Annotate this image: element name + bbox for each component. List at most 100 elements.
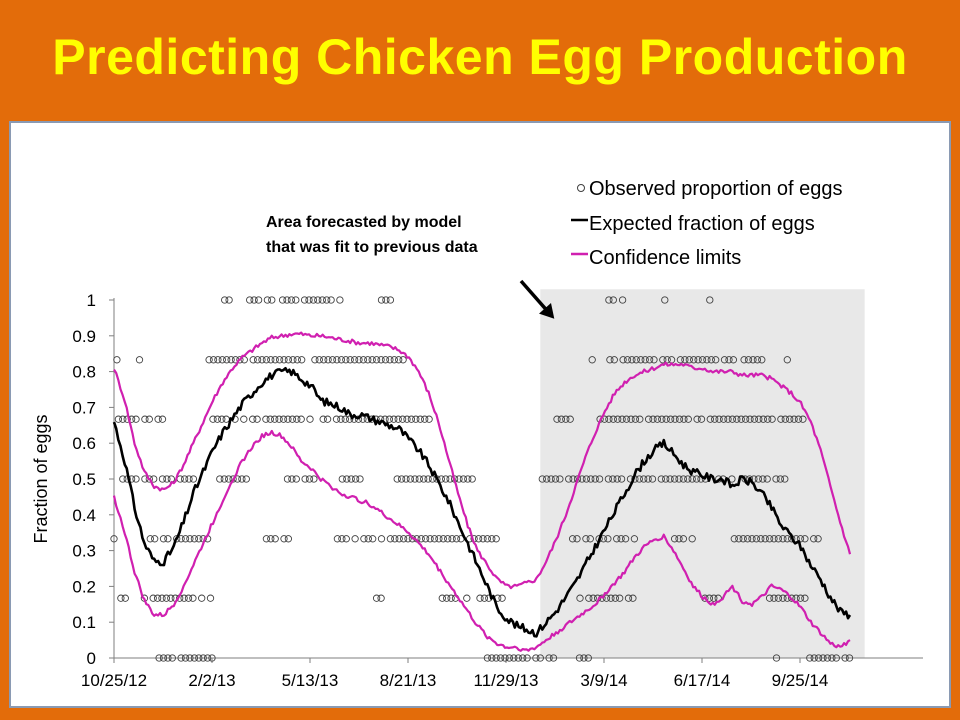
observed-point bbox=[275, 415, 283, 423]
observed-point bbox=[158, 415, 167, 423]
observed-point bbox=[604, 535, 612, 543]
observed-point bbox=[519, 654, 527, 662]
observed-point bbox=[841, 654, 849, 662]
observed-point bbox=[759, 415, 767, 423]
observed-point bbox=[463, 594, 471, 602]
observed-point bbox=[347, 475, 355, 483]
observed-point bbox=[832, 654, 840, 662]
observed-point bbox=[399, 356, 407, 364]
observed-point bbox=[728, 415, 737, 423]
observed-point bbox=[180, 475, 189, 483]
observed-point bbox=[254, 296, 263, 304]
observed-point bbox=[566, 415, 574, 423]
observed-point bbox=[398, 415, 407, 423]
observed-point bbox=[492, 654, 500, 662]
observed-point bbox=[730, 535, 738, 543]
y-tick-label: 0.7 bbox=[72, 398, 96, 417]
observed-point bbox=[369, 535, 377, 543]
y-axis-label: Fraction of eggs bbox=[31, 414, 51, 543]
observed-point bbox=[164, 535, 172, 543]
observed-point bbox=[650, 356, 658, 364]
observed-point bbox=[221, 296, 229, 304]
observed-point bbox=[324, 356, 332, 364]
observed-point bbox=[448, 535, 456, 543]
observed-point bbox=[679, 535, 688, 543]
observed-point bbox=[168, 654, 176, 662]
observed-point bbox=[757, 535, 765, 543]
observed-point bbox=[464, 475, 472, 483]
observed-point bbox=[149, 594, 157, 602]
observed-point bbox=[364, 535, 372, 543]
observed-point bbox=[774, 535, 783, 543]
observed-point bbox=[474, 535, 483, 543]
observed-point bbox=[412, 415, 420, 423]
observed-point bbox=[268, 296, 276, 304]
observed-points-layer bbox=[110, 296, 854, 662]
observed-point bbox=[385, 415, 394, 423]
observed-point bbox=[249, 356, 257, 364]
observed-point bbox=[336, 296, 344, 304]
observed-point bbox=[562, 415, 570, 423]
observed-point bbox=[209, 356, 218, 364]
observed-point bbox=[355, 356, 363, 364]
legend: Observed proportion of eggs Expected frac… bbox=[571, 178, 843, 269]
observed-point bbox=[293, 356, 301, 364]
observed-point bbox=[545, 654, 553, 662]
observed-point bbox=[338, 535, 346, 543]
observed-point bbox=[310, 475, 318, 483]
observed-point bbox=[311, 356, 319, 364]
observed-point bbox=[351, 475, 360, 483]
observed-point bbox=[662, 475, 670, 483]
observed-point bbox=[213, 415, 222, 423]
observed-point bbox=[189, 475, 198, 483]
observed-point bbox=[666, 415, 675, 423]
observed-point bbox=[523, 654, 531, 662]
observed-point bbox=[350, 356, 359, 364]
observed-point bbox=[263, 296, 272, 304]
observed-point bbox=[676, 356, 685, 364]
y-tick-label: 0.5 bbox=[72, 470, 96, 489]
observed-point bbox=[575, 654, 584, 662]
observed-point bbox=[610, 356, 618, 364]
observed-point bbox=[283, 296, 291, 304]
observed-point bbox=[298, 356, 306, 364]
observed-point bbox=[675, 475, 683, 483]
observed-point bbox=[624, 594, 633, 602]
observed-point bbox=[483, 654, 492, 662]
observed-point bbox=[301, 475, 309, 483]
observed-point bbox=[845, 654, 854, 662]
observed-point bbox=[556, 475, 564, 483]
observed-point bbox=[444, 535, 452, 543]
observed-point bbox=[720, 356, 729, 364]
observed-point bbox=[262, 535, 271, 543]
observed-point bbox=[356, 475, 364, 483]
observed-point bbox=[293, 415, 301, 423]
observed-point bbox=[354, 415, 363, 423]
observed-point bbox=[605, 415, 613, 423]
observed-point bbox=[681, 356, 689, 364]
upper-confidence-line bbox=[113, 331, 852, 590]
observed-point bbox=[154, 415, 162, 423]
observed-point bbox=[279, 415, 288, 423]
x-tick-label: 10/25/12 bbox=[81, 671, 147, 690]
observed-point bbox=[628, 356, 636, 364]
observed-point bbox=[618, 296, 627, 304]
observed-point bbox=[318, 296, 326, 304]
x-tick-label: 2/2/13 bbox=[188, 671, 235, 690]
observed-point bbox=[159, 654, 168, 662]
observed-point bbox=[801, 594, 809, 602]
axes-layer: 0 0.1 0.2 0.3 0.4 0.5 0.6 0.7 0.8 0.9 1 10/25/12 2/2… bbox=[31, 291, 923, 690]
observed-point bbox=[569, 475, 577, 483]
observed-point bbox=[777, 415, 785, 423]
observed-point bbox=[216, 475, 224, 483]
annotation-line: that was fit to previous data bbox=[266, 239, 478, 256]
observed-point bbox=[814, 535, 822, 543]
observed-point bbox=[799, 415, 807, 423]
observed-point bbox=[621, 535, 630, 543]
observed-point bbox=[328, 356, 337, 364]
observed-point bbox=[364, 356, 372, 364]
x-tick-label: 6/17/14 bbox=[674, 671, 731, 690]
observed-point bbox=[198, 594, 206, 602]
observed-point bbox=[671, 415, 679, 423]
observed-point bbox=[395, 356, 403, 364]
